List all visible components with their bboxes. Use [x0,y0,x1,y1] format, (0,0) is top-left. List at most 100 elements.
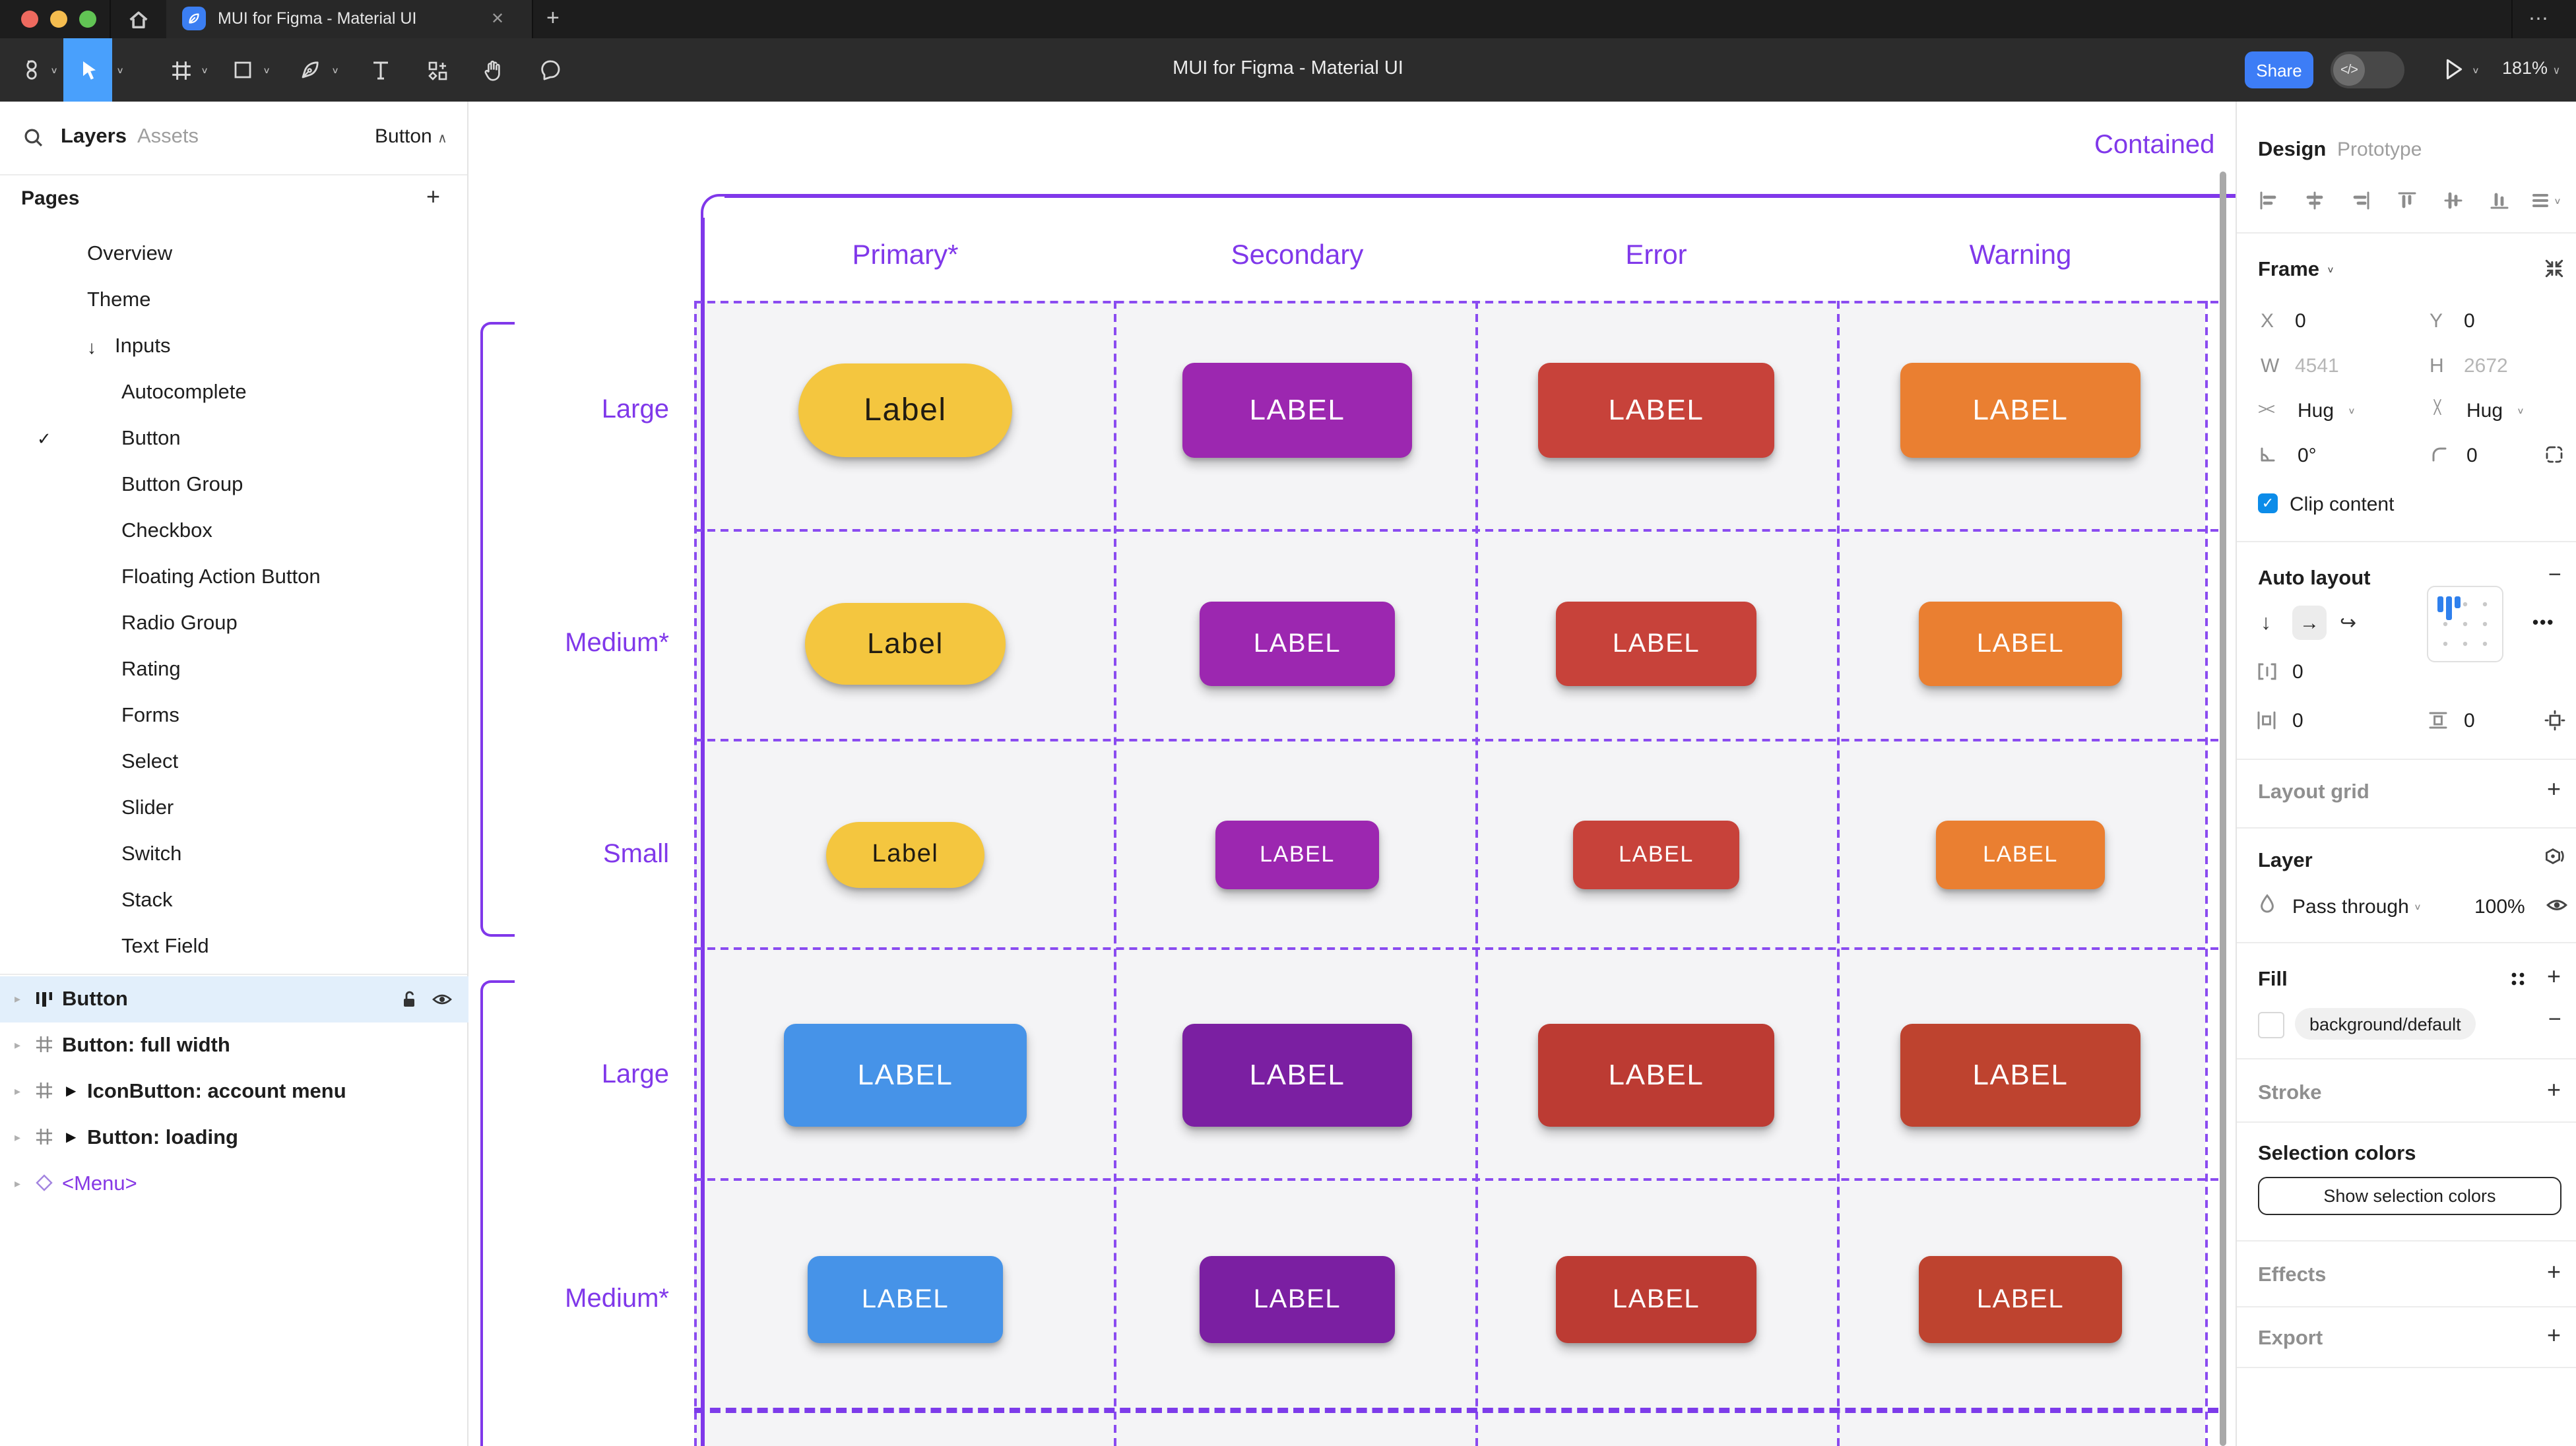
hand-tool-icon[interactable] [476,38,511,102]
move-tool-chevron-icon[interactable]: ∨ [116,65,124,75]
mui-button-primary-medium[interactable]: LABEL [808,1256,1003,1343]
tab-close-icon[interactable]: ✕ [491,9,505,28]
layer-item-button-loading[interactable]: ▸ ▶ Button: loading [0,1115,468,1161]
mui-button-warning-medium[interactable]: LABEL [1919,602,2122,686]
figma-menu-icon[interactable] [16,38,48,102]
align-v-center-icon[interactable] [2443,190,2464,218]
mui-button-primary-large[interactable]: LABEL [784,1024,1027,1127]
zoom-level-control[interactable]: 181% ∨ [2502,58,2561,78]
present-play-icon[interactable] [2443,57,2465,88]
mui-button-secondary-large[interactable]: LABEL [1182,1024,1412,1127]
v-sizing-value[interactable]: Hug [2466,400,2503,422]
layer-visibility-eye-icon[interactable] [2546,895,2568,922]
new-tab-icon[interactable]: + [546,5,560,30]
pen-tool-chevron-icon[interactable]: ∨ [331,65,339,75]
tab-design[interactable]: Design [2258,139,2327,161]
page-item-select[interactable]: Select [0,739,468,785]
padding-vertical-value[interactable]: 0 [2464,710,2475,732]
mui-button-warning-medium[interactable]: LABEL [1919,1256,2122,1343]
frame-tool-chevron-icon[interactable]: ∨ [201,65,209,75]
mui-button-error-large[interactable]: LABEL [1538,363,1774,458]
blend-mode-value[interactable]: Pass through [2292,896,2409,918]
mui-button-error-large[interactable]: LABEL [1538,1024,1774,1127]
auto-layout-header[interactable]: Auto layout [2258,567,2371,590]
expand-chevron-icon[interactable]: ▸ [15,992,21,1005]
canvas-vertical-scrollbar[interactable] [2220,172,2226,1446]
auto-layout-vertical-icon[interactable]: ↓ [2261,612,2271,635]
mui-button-primary-large[interactable]: Label [798,363,1012,457]
mui-button-error-medium[interactable]: LABEL [1556,1256,1756,1343]
h-sizing-chevron-icon[interactable]: ∨ [2348,406,2356,416]
expand-chevron-icon[interactable]: ▸ [15,1177,21,1190]
file-tab[interactable] [166,0,532,38]
align-h-center-icon[interactable] [2304,190,2325,218]
page-item-autocomplete[interactable]: Autocomplete [0,369,468,416]
page-item-floating-action-button[interactable]: Floating Action Button [0,554,468,600]
auto-layout-alignment-widget[interactable] [2427,586,2503,662]
remove-fill-icon[interactable]: − [2548,1007,2561,1032]
auto-layout-horizontal-icon[interactable]: → [2292,606,2327,640]
share-button[interactable]: Share [2245,51,2313,88]
padding-horizontal-value[interactable]: 0 [2292,710,2303,732]
mui-button-secondary-small[interactable]: LABEL [1215,821,1379,889]
layout-grid-header[interactable]: Layout grid [2258,781,2369,803]
page-item-text-field[interactable]: Text Field [0,924,468,970]
visibility-eye-icon[interactable] [432,990,453,1016]
actions-tool-icon[interactable] [420,38,454,102]
expand-chevron-icon[interactable]: ▸ [15,1131,21,1144]
align-top-icon[interactable] [2397,190,2418,218]
page-item-slider[interactable]: Slider [0,785,468,831]
page-item-theme[interactable]: Theme [0,277,468,323]
unlock-icon[interactable] [400,990,418,1016]
page-item-inputs[interactable]: ↓ Inputs [0,323,468,369]
independent-padding-icon[interactable] [2544,710,2565,738]
y-value[interactable]: 0 [2464,310,2475,332]
mui-button-primary-small[interactable]: Label [826,822,984,888]
auto-layout-more-icon[interactable]: ••• [2532,612,2555,632]
frame-tool-icon[interactable] [165,38,197,102]
tidy-up-icon[interactable] [2530,190,2551,218]
design-canvas[interactable]: Contained Primary* Secondary Error Warning L… [468,102,2236,1446]
h-sizing-value[interactable]: Hug [2298,400,2334,422]
page-item-checkbox[interactable]: Checkbox [0,508,468,554]
tab-layers[interactable]: Layers [61,125,127,148]
independent-corners-icon[interactable] [2544,445,2564,471]
mui-button-warning-large[interactable]: LABEL [1900,1024,2141,1127]
mui-button-primary-medium[interactable]: Label [805,603,1006,685]
text-tool-icon[interactable] [364,38,396,102]
frame-header-chevron-icon[interactable]: ∨ [2327,265,2334,275]
fill-color-swatch[interactable] [2258,1012,2284,1038]
layer-item-button[interactable]: ▸ Button [0,976,468,1022]
mui-button-secondary-medium[interactable]: LABEL [1200,602,1395,686]
layer-item-iconbutton-account-menu[interactable]: ▸ ▶ IconButton: account menu [0,1069,468,1115]
page-item-overview[interactable]: Overview [0,231,468,277]
page-item-button[interactable]: ✓ Button [0,416,468,462]
tab-assets[interactable]: Assets [137,125,199,148]
gap-value[interactable]: 0 [2292,661,2303,683]
w-value[interactable]: 4541 [2295,355,2339,377]
mui-button-warning-small[interactable]: LABEL [1936,821,2105,889]
page-item-stack[interactable]: Stack [0,877,468,924]
corner-radius-value[interactable]: 0 [2466,445,2478,467]
pen-tool-icon[interactable] [293,38,327,102]
fill-style-chip[interactable]: background/default [2295,1008,2476,1040]
align-left-icon[interactable] [2258,190,2279,218]
h-value[interactable]: 2672 [2464,355,2508,377]
mui-button-secondary-large[interactable]: LABEL [1182,363,1412,458]
rotation-value[interactable]: 0° [2298,445,2317,467]
traffic-light-zoom[interactable] [79,11,96,28]
layer-opacity-value[interactable]: 100% [2474,896,2525,918]
add-page-icon[interactable]: + [426,183,441,210]
tab-prototype[interactable]: Prototype [2337,139,2422,161]
clip-content-checkbox[interactable]: ✓ [2258,493,2278,513]
frame-section-header[interactable]: Frame [2258,259,2320,281]
align-bottom-icon[interactable] [2489,190,2510,218]
x-value[interactable]: 0 [2295,310,2306,332]
remove-auto-layout-icon[interactable]: − [2548,562,2561,587]
show-selection-colors-button[interactable]: Show selection colors [2258,1177,2561,1215]
search-icon[interactable] [22,127,45,156]
dev-mode-toggle[interactable]: </> [2331,51,2404,88]
traffic-light-minimize[interactable] [50,11,67,28]
add-export-icon[interactable]: + [2547,1322,2561,1348]
traffic-light-close[interactable] [21,11,38,28]
